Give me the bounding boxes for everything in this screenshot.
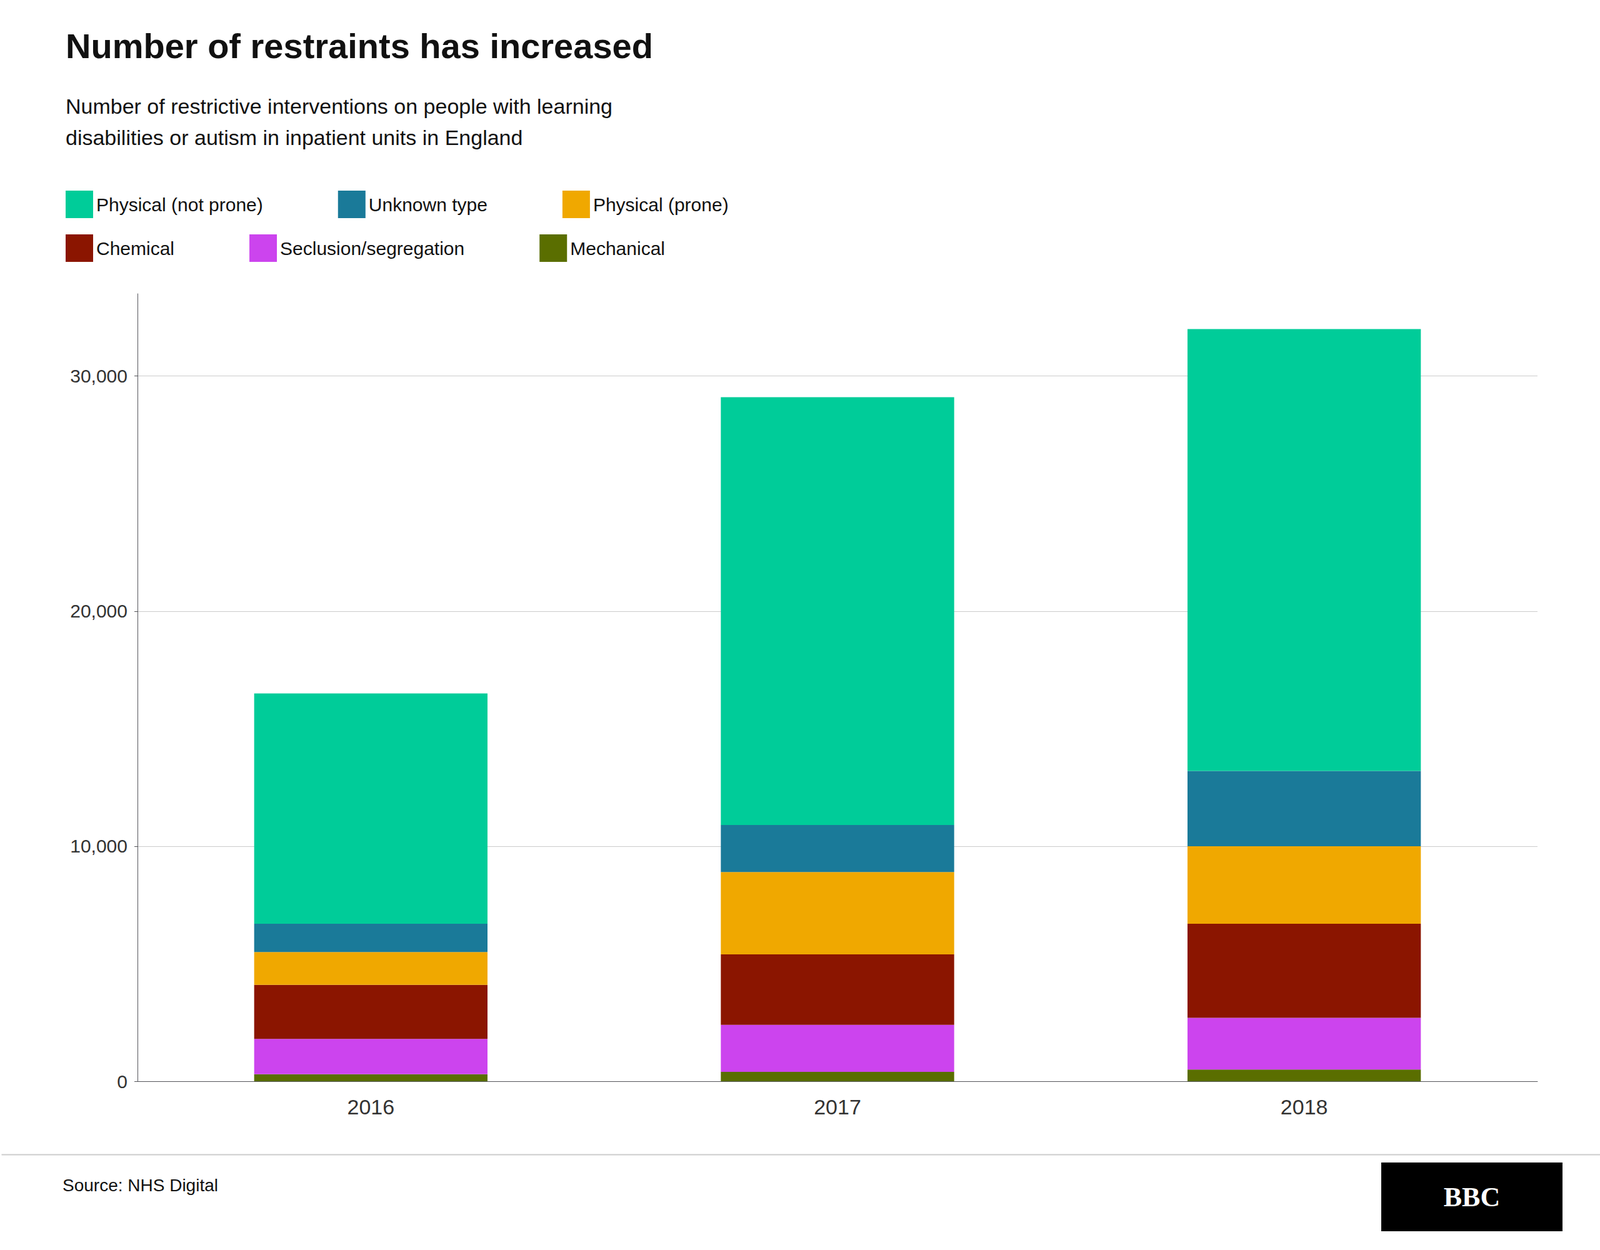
svg-text:BBC: BBC	[1443, 1181, 1500, 1213]
svg-text:10,000: 10,000	[70, 835, 128, 857]
svg-text:0: 0	[116, 1071, 128, 1092]
svg-text:Unknown type: Unknown type	[368, 194, 488, 215]
svg-text:Physical (not prone): Physical (not prone)	[96, 194, 264, 215]
svg-text:Number of restraints has incre: Number of restraints has increased	[65, 26, 654, 66]
svg-text:Mechanical: Mechanical	[570, 238, 665, 259]
svg-text:2016: 2016	[347, 1095, 395, 1119]
svg-text:Physical (prone): Physical (prone)	[593, 194, 729, 215]
svg-text:disabilities or autism in inpa: disabilities or autism in inpatient unit…	[65, 125, 523, 150]
svg-text:Source: NHS Digital: Source: NHS Digital	[62, 1175, 219, 1195]
svg-text:20,000: 20,000	[70, 600, 128, 622]
svg-text:2017: 2017	[813, 1095, 862, 1119]
svg-text:Chemical: Chemical	[96, 238, 175, 259]
svg-text:Seclusion/segregation: Seclusion/segregation	[280, 238, 465, 259]
svg-text:2018: 2018	[1280, 1095, 1329, 1119]
svg-text:30,000: 30,000	[70, 365, 128, 387]
svg-text:Number of restrictive interven: Number of restrictive interventions on p…	[65, 94, 613, 119]
